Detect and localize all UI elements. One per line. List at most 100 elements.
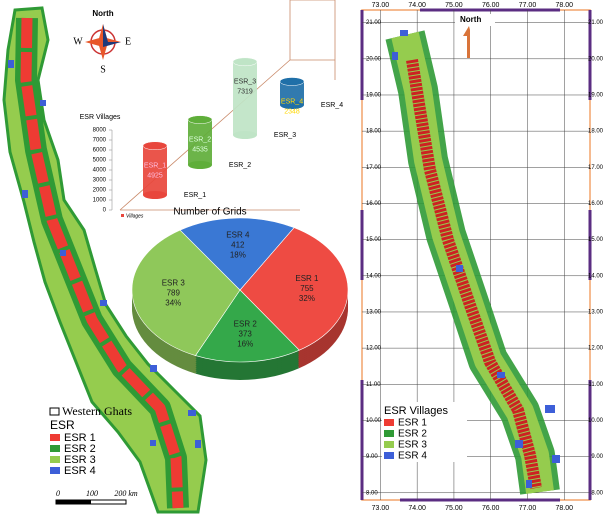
bar — [280, 81, 304, 105]
compass-label: S — [100, 64, 106, 75]
x-tick-label: 73.00 — [372, 2, 390, 9]
y-tick-label: 13.00 — [588, 310, 604, 316]
percent-label: 18% — [230, 250, 246, 259]
scale-bar — [56, 500, 91, 504]
y-tick-label: 10.00 — [366, 418, 382, 424]
x-tick-label: 78.00 — [555, 505, 573, 512]
y-tick-label: 9.00 — [366, 454, 378, 460]
scale-label: 0 — [56, 489, 60, 498]
compass-label: W — [73, 36, 83, 47]
legend-label: ESR 3 — [398, 440, 427, 451]
x-tick-label: 76.00 — [482, 2, 500, 9]
bar-top — [142, 141, 168, 150]
bar-top — [187, 115, 213, 124]
value-label: 755 — [300, 284, 314, 293]
y-tick-label: 17.00 — [366, 165, 382, 171]
y-tick-label: 19.00 — [366, 93, 382, 99]
esr-4-patches — [8, 60, 201, 448]
pie-slice — [239, 227, 349, 351]
slice-label: ESR 2 — [234, 320, 258, 329]
esr-4-patches — [392, 30, 560, 488]
legend-swatch — [384, 430, 394, 437]
y-tick-label: 14.00 — [588, 273, 604, 279]
compass-label: North — [92, 9, 113, 18]
y-tick-label: 20.00 — [366, 56, 382, 62]
pie-slice — [194, 289, 300, 363]
value-label: 412 — [231, 240, 245, 249]
slice-label: ESR 3 — [162, 279, 186, 288]
legend-swatch — [384, 419, 394, 426]
value-label: 4535 — [192, 146, 208, 153]
y-tick-label: 4000 — [93, 168, 107, 174]
bar-top — [279, 77, 305, 86]
bar — [143, 145, 167, 195]
slice-label: ESR 1 — [295, 274, 319, 283]
scale-label: 100 — [86, 489, 98, 498]
legend-swatch — [50, 445, 60, 452]
x-tick-label: 77.00 — [519, 2, 537, 9]
y-tick-label: 12.00 — [366, 346, 382, 352]
y-tick-label: 11.00 — [366, 382, 381, 388]
legend-title: ESR Villages — [384, 405, 448, 417]
x-tick-label: 77.00 — [519, 505, 537, 512]
y-tick-label: 2000 — [93, 188, 107, 194]
y-tick-label: 12.00 — [588, 346, 604, 352]
legend-label: Western Ghats — [62, 404, 132, 418]
x-tick-label: ESR_1 — [184, 192, 206, 199]
x-tick-label: ESR_4 — [321, 102, 343, 109]
y-tick-label: 5000 — [93, 158, 107, 164]
y-tick-label: 7000 — [93, 138, 107, 144]
legend-label: ESR 1 — [398, 418, 427, 429]
legend-label: ESR 4 — [64, 465, 96, 477]
x-tick-label: ESR_3 — [274, 132, 296, 139]
y-tick-label: 20.00 — [588, 56, 604, 62]
x-tick-label: 78.00 — [555, 2, 573, 9]
y-tick-label: 18.00 — [366, 129, 382, 135]
legend-swatch — [49, 407, 60, 416]
x-tick-label: ESR_2 — [229, 162, 251, 169]
y-tick-label: 11.00 — [588, 382, 603, 388]
legend-swatch — [50, 467, 60, 474]
y-tick-label: 8000 — [93, 128, 107, 134]
chart-title: ESR Villages — [80, 114, 121, 121]
x-tick-label: 75.00 — [445, 2, 463, 9]
y-tick-label: 19.00 — [588, 93, 604, 99]
bar-base — [143, 191, 167, 199]
x-tick-label: 75.00 — [445, 505, 463, 512]
y-tick-label: 13.00 — [366, 310, 382, 316]
pie-slice — [179, 217, 295, 291]
y-tick-label: 9.00 — [591, 454, 603, 460]
bar-top — [232, 57, 258, 67]
frame-bars — [360, 8, 592, 502]
bar-label: ESR_3 — [234, 79, 256, 86]
left-map — [2, 6, 208, 514]
x-tick-label: 73.00 — [372, 505, 390, 512]
legend-swatch — [121, 214, 124, 217]
compass — [85, 24, 121, 60]
y-tick-label: 15.00 — [588, 237, 604, 243]
y-tick-label: 6000 — [93, 148, 107, 154]
legend-title: ESR — [50, 418, 75, 432]
y-tick-label: 8.00 — [366, 490, 378, 496]
bar-label: ESR_2 — [189, 136, 211, 143]
value-label: 4925 — [147, 173, 163, 180]
y-tick-label: 0 — [103, 208, 107, 214]
legend-label: ESR 2 — [64, 443, 96, 455]
y-tick-label: 17.00 — [588, 165, 604, 171]
bar-label: ESR_4 — [281, 98, 303, 105]
legend-swatch — [50, 456, 60, 463]
y-tick-label: 18.00 — [588, 129, 604, 135]
y-tick-label: 1000 — [93, 198, 107, 204]
x-tick-label: 74.00 — [408, 505, 426, 512]
legend-swatch — [50, 434, 60, 441]
esr-1-zone — [406, 59, 542, 490]
value-label: 789 — [167, 289, 181, 298]
slice-label: ESR 4 — [226, 230, 250, 239]
legend-label: ESR 1 — [64, 432, 96, 444]
percent-label: 32% — [299, 294, 315, 303]
y-tick-label: 21.00 — [366, 20, 382, 26]
label-box — [455, 14, 495, 26]
north-arrow — [463, 26, 470, 58]
